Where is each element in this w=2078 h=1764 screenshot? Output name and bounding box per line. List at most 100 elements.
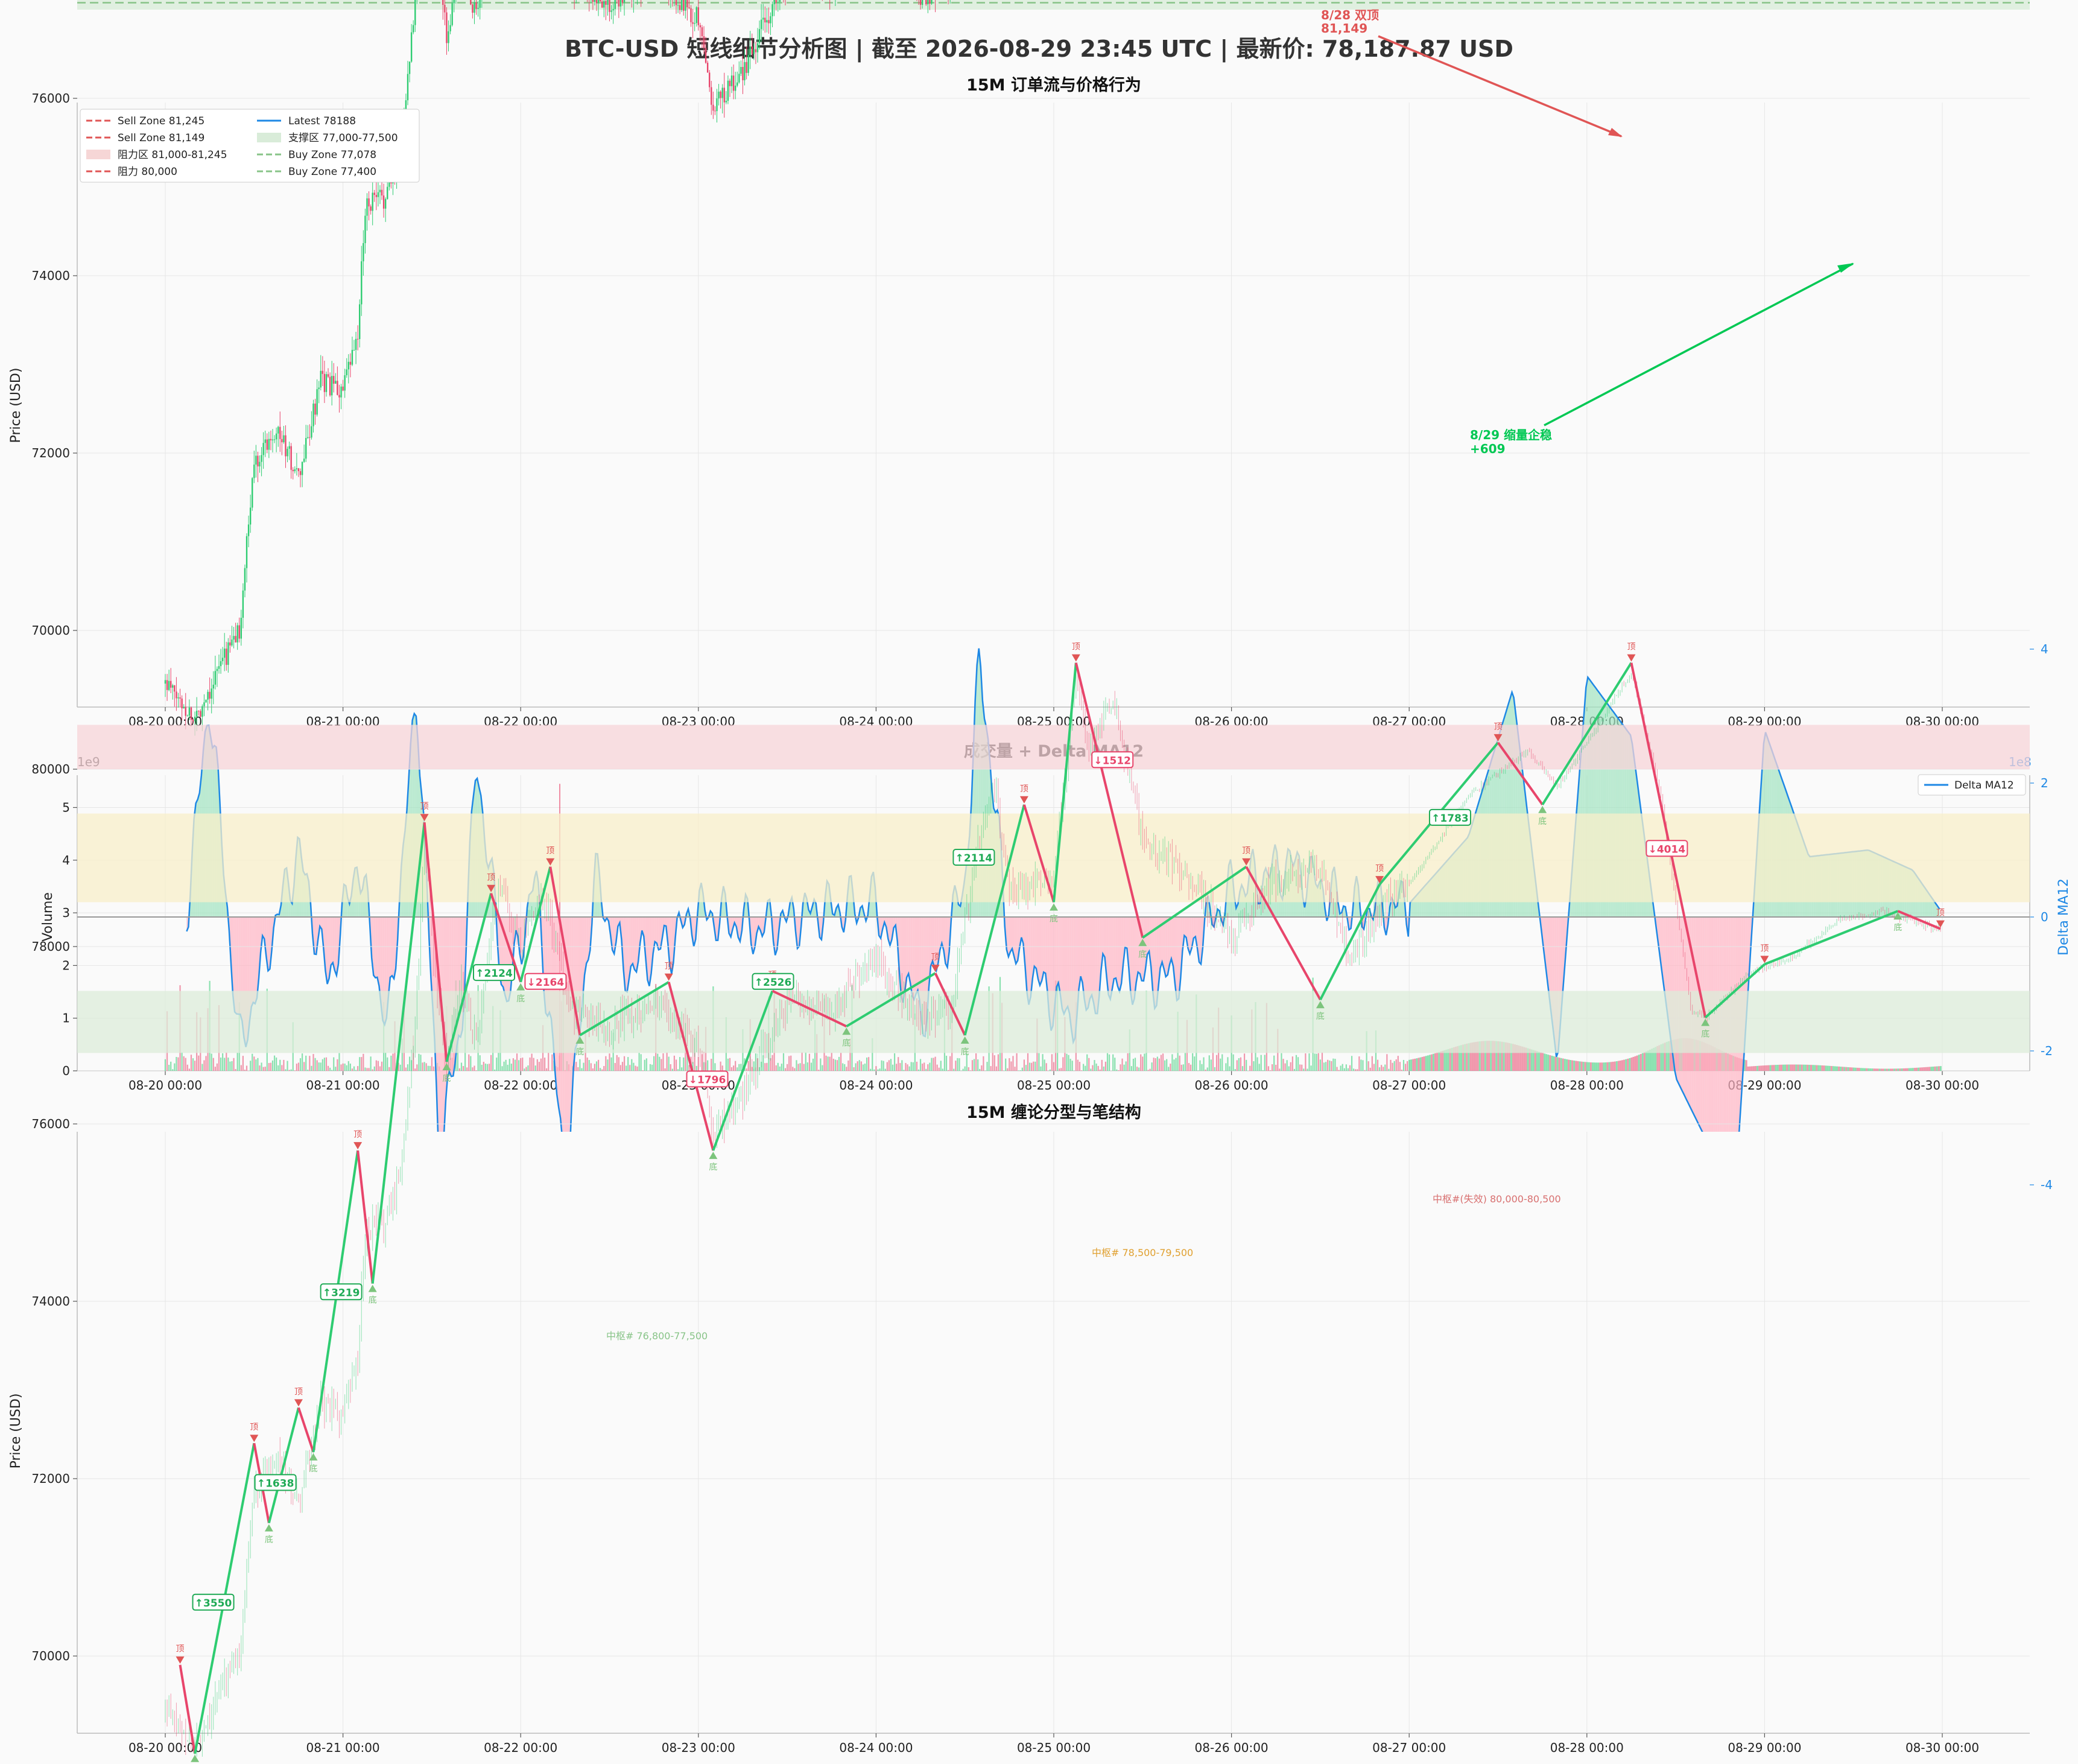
volume-bar bbox=[1919, 1067, 1922, 1071]
volume-bar bbox=[1843, 1067, 1846, 1071]
volume-bar bbox=[1208, 1055, 1210, 1071]
volume-bar bbox=[1776, 1065, 1779, 1071]
volume-bar bbox=[1817, 1065, 1820, 1071]
delta-fill bbox=[332, 917, 335, 971]
delta-fill bbox=[1027, 917, 1029, 1005]
candle-body bbox=[181, 698, 183, 709]
volume-bar bbox=[1582, 1062, 1585, 1071]
volume-bar bbox=[857, 1061, 858, 1071]
delta-fill bbox=[270, 917, 272, 969]
volume-bar bbox=[1232, 1054, 1234, 1071]
panel3-title: 15M 缠论分型与笔结构 bbox=[966, 1103, 1141, 1122]
volume-bar bbox=[1468, 1043, 1470, 1071]
panel2-xtick-label: 08-21 00:00 bbox=[306, 1078, 380, 1093]
volume-bar bbox=[605, 1056, 607, 1071]
volume-bar bbox=[829, 1056, 831, 1071]
delta-fill bbox=[1014, 917, 1016, 964]
candle-body bbox=[231, 639, 233, 646]
volume-bar bbox=[1554, 1056, 1557, 1071]
volume-bar bbox=[231, 1061, 233, 1071]
volume-bar bbox=[888, 1060, 890, 1071]
volume-bar bbox=[1861, 1068, 1864, 1071]
candle-body bbox=[451, 3, 453, 25]
candle-body bbox=[337, 381, 338, 395]
candle-body bbox=[356, 338, 359, 340]
volume-bar bbox=[1323, 1062, 1325, 1071]
delta-fill bbox=[1343, 906, 1346, 917]
volume-bar bbox=[340, 1064, 342, 1071]
delta-fill bbox=[649, 917, 651, 986]
volume-bar bbox=[1918, 1067, 1920, 1071]
volume-bar bbox=[1438, 1052, 1440, 1071]
volume-bar bbox=[483, 1062, 484, 1071]
volume-bar bbox=[1665, 1042, 1668, 1071]
volume-bar bbox=[1153, 1058, 1155, 1071]
delta-fill bbox=[1171, 917, 1173, 966]
panel1-candles bbox=[164, 0, 951, 736]
volume-bar bbox=[983, 1056, 984, 1071]
volume-bar bbox=[1488, 1041, 1490, 1071]
panel3-xtick-label: 08-28 00:00 bbox=[1550, 1740, 1624, 1755]
volume-bar bbox=[1939, 1066, 1942, 1071]
volume-bar bbox=[1780, 1064, 1782, 1071]
volume-bar bbox=[1130, 1066, 1132, 1071]
volume-bar bbox=[1319, 1059, 1321, 1071]
volume-bar bbox=[1088, 1058, 1090, 1071]
volume-bar bbox=[1243, 1053, 1246, 1071]
panel3-ylabel: Price (USD) bbox=[8, 1394, 24, 1469]
volume-bar bbox=[1430, 1054, 1433, 1071]
volume-bar bbox=[801, 1052, 803, 1071]
volume-bar bbox=[255, 1059, 257, 1071]
volume-bar bbox=[1205, 1069, 1206, 1071]
volume-bar bbox=[311, 1065, 312, 1071]
delta-fill bbox=[1184, 917, 1186, 938]
volume-bar bbox=[1786, 1064, 1788, 1071]
candle-body bbox=[712, 104, 714, 111]
volume-bar bbox=[264, 1067, 266, 1071]
volume-bar bbox=[183, 1056, 185, 1071]
candle-body bbox=[610, 10, 612, 12]
delta-fill bbox=[1058, 917, 1060, 995]
delta-fill bbox=[1112, 917, 1114, 990]
volume-bar bbox=[1349, 1065, 1351, 1071]
volume-bar bbox=[766, 1062, 768, 1071]
delta-fill bbox=[1156, 917, 1159, 1006]
volume-bar bbox=[333, 1057, 335, 1071]
volume-bar bbox=[1812, 1065, 1814, 1071]
volume-bar bbox=[522, 1058, 524, 1071]
candle-body bbox=[768, 20, 770, 24]
volume-bar bbox=[1478, 1041, 1481, 1071]
volume-bar bbox=[1597, 1062, 1600, 1071]
panel2-xtick-label: 08-22 00:00 bbox=[484, 1078, 557, 1093]
candle-body bbox=[200, 711, 201, 717]
panel3-xtick-label: 08-22 00:00 bbox=[484, 1740, 557, 1755]
volume-bar bbox=[893, 1053, 896, 1071]
volume-bar bbox=[755, 1053, 757, 1071]
volume-bar bbox=[979, 1068, 981, 1071]
volume-bar bbox=[1418, 1058, 1420, 1071]
volume-bar bbox=[1630, 1057, 1633, 1071]
panel3-ytick-label: 76000 bbox=[31, 1117, 70, 1131]
volume-bar bbox=[577, 1067, 579, 1071]
panel2-xtick-label: 08-26 00:00 bbox=[1195, 1078, 1269, 1093]
volume-bar bbox=[1351, 1056, 1353, 1071]
volume-bar bbox=[1215, 1055, 1218, 1071]
volume-bar bbox=[886, 1062, 888, 1071]
volume-bar bbox=[1886, 1068, 1888, 1071]
volume-bar bbox=[1595, 1062, 1598, 1071]
volume-bar bbox=[810, 1062, 813, 1071]
candle-body bbox=[245, 536, 248, 568]
volume-bar bbox=[1830, 1066, 1833, 1071]
volume-bar bbox=[186, 1064, 188, 1071]
stabilize-value: +609 bbox=[1470, 442, 1506, 456]
volume-bar bbox=[1284, 1063, 1286, 1071]
volume-bar bbox=[692, 1062, 694, 1071]
volume-bar bbox=[1556, 1057, 1559, 1071]
legend-label: Sell Zone 81,245 bbox=[118, 115, 204, 127]
volume-bar bbox=[1136, 1067, 1138, 1071]
volume-bar bbox=[1669, 1040, 1671, 1071]
candle-body bbox=[349, 361, 352, 365]
volume-bar bbox=[277, 1065, 279, 1071]
delta-fill bbox=[912, 917, 914, 1000]
